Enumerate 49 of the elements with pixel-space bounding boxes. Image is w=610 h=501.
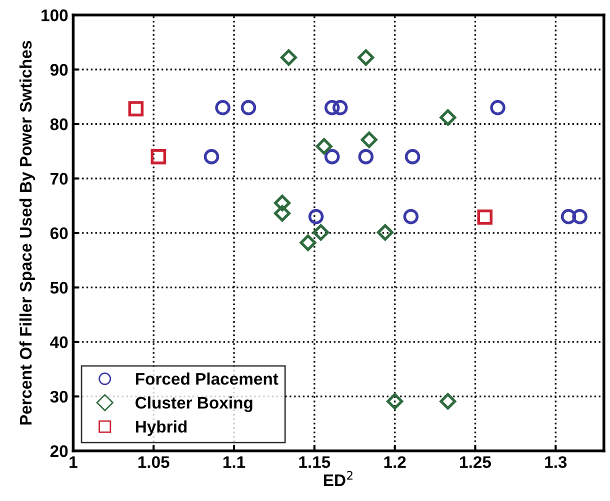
point <box>404 149 420 164</box>
point <box>204 149 220 164</box>
legend-label: Hybrid <box>136 420 187 436</box>
point <box>572 208 588 224</box>
point <box>274 205 291 222</box>
x-tick-label: 1.05 <box>138 456 170 468</box>
point <box>358 149 374 164</box>
point <box>358 49 374 66</box>
point <box>440 393 456 410</box>
point <box>150 149 166 164</box>
point <box>308 208 324 224</box>
point <box>332 100 348 116</box>
point <box>440 109 456 126</box>
point <box>215 100 230 116</box>
point <box>128 101 144 116</box>
point <box>477 210 493 225</box>
point <box>560 208 576 224</box>
y-tick-label: 100 <box>42 9 68 22</box>
x-tick-label: 1.2 <box>384 456 406 468</box>
point <box>490 100 506 116</box>
y-axis-title: Percent Of Filler Space Used By Power Swtiches <box>19 40 35 425</box>
point <box>403 208 419 224</box>
legend-label: Cluster Boxing <box>136 396 252 412</box>
x-tick-label: 1.1 <box>223 456 246 468</box>
point <box>324 149 340 164</box>
point <box>274 194 291 212</box>
point <box>376 224 394 241</box>
point <box>386 393 404 410</box>
point <box>280 49 297 66</box>
y-tick-label: 50 <box>50 282 68 294</box>
x-tick-label: 1 <box>70 456 78 468</box>
y-tick-label: 20 <box>50 445 68 458</box>
point <box>316 138 332 155</box>
y-tick-label: 60 <box>50 227 68 240</box>
legend-label: Forced Placement <box>136 372 278 385</box>
x-axis-title: ED$^{2}$ <box>324 470 352 486</box>
x-tick-label: 1.3 <box>545 456 567 468</box>
x-tick-label: 1.25 <box>460 456 491 468</box>
point <box>300 234 316 252</box>
point <box>360 132 378 148</box>
x-tick-label: 1.15 <box>299 456 330 468</box>
point <box>240 100 256 116</box>
point <box>324 100 340 116</box>
point <box>312 224 330 241</box>
y-tick-label: 40 <box>50 336 68 348</box>
y-tick-label: 90 <box>50 64 68 76</box>
y-tick-label: 30 <box>50 390 68 403</box>
y-tick-label: 80 <box>50 118 68 130</box>
y-tick-label: 70 <box>50 172 68 185</box>
